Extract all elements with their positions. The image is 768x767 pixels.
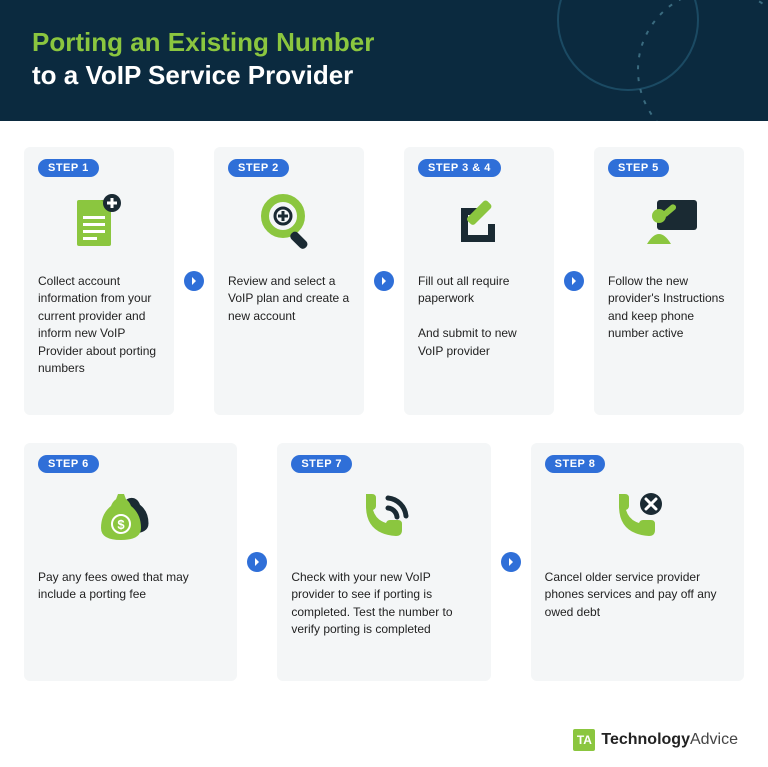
magnify-plus-icon xyxy=(228,185,350,263)
step-card-7: STEP 7 Check with your new VoIP provider… xyxy=(277,443,490,681)
step-pill: STEP 7 xyxy=(291,455,352,473)
arrow-icon xyxy=(501,552,521,572)
phone-cancel-icon xyxy=(545,481,730,559)
logo-mark: TA xyxy=(573,729,595,751)
header-decoration-dashed xyxy=(628,0,768,121)
step-card-8: STEP 8 Cancel older service provider pho… xyxy=(531,443,744,681)
edit-box-icon xyxy=(418,185,540,263)
wordmark-light: Advice xyxy=(690,731,738,748)
step-card-3-4: STEP 3 & 4 Fill out all require paperwor… xyxy=(404,147,554,415)
step-desc: Review and select a VoIP plan and create… xyxy=(228,273,350,325)
arrow-icon xyxy=(247,552,267,572)
header: Porting an Existing Number to a VoIP Ser… xyxy=(0,0,768,121)
document-plus-icon xyxy=(38,185,160,263)
wordmark-bold: Technology xyxy=(601,731,690,748)
steps-grid: STEP 1 Collect account information from … xyxy=(0,121,768,719)
svg-text:$: $ xyxy=(117,517,125,532)
step-card-5: STEP 5 Follow the new provider's Instruc… xyxy=(594,147,744,415)
money-bags-icon: $ xyxy=(38,481,223,559)
step-pill: STEP 3 & 4 xyxy=(418,159,501,177)
step-desc: Fill out all require paperwork And submi… xyxy=(418,273,540,360)
step-desc: Follow the new provider's Instructions a… xyxy=(608,273,730,343)
step-pill: STEP 8 xyxy=(545,455,606,473)
step-card-6: STEP 6 $ Pay any fees owed that may incl… xyxy=(24,443,237,681)
step-pill: STEP 1 xyxy=(38,159,99,177)
step-pill: STEP 6 xyxy=(38,455,99,473)
step-desc: Check with your new VoIP provider to see… xyxy=(291,569,476,639)
row-2: STEP 6 $ Pay any fees owed that may incl… xyxy=(24,443,744,681)
step-pill: STEP 2 xyxy=(228,159,289,177)
step-desc: Cancel older service provider phones ser… xyxy=(545,569,730,621)
title-rest: to a VoIP Service Provider xyxy=(32,60,353,90)
phone-signal-icon xyxy=(291,481,476,559)
arrow-icon xyxy=(564,271,584,291)
row-1: STEP 1 Collect account information from … xyxy=(24,147,744,415)
person-teach-icon xyxy=(608,185,730,263)
footer: TA TechnologyAdvice xyxy=(0,719,768,767)
step-card-2: STEP 2 Review and select a VoIP plan and… xyxy=(214,147,364,415)
step-card-1: STEP 1 Collect account information from … xyxy=(24,147,174,415)
step-pill: STEP 5 xyxy=(608,159,669,177)
title-accent: Porting an Existing Number xyxy=(32,27,374,57)
step-desc: Collect account information from your cu… xyxy=(38,273,160,377)
step-desc: Pay any fees owed that may include a por… xyxy=(38,569,223,604)
logo-wordmark: TechnologyAdvice xyxy=(601,731,738,749)
arrow-icon xyxy=(374,271,394,291)
arrow-icon xyxy=(184,271,204,291)
